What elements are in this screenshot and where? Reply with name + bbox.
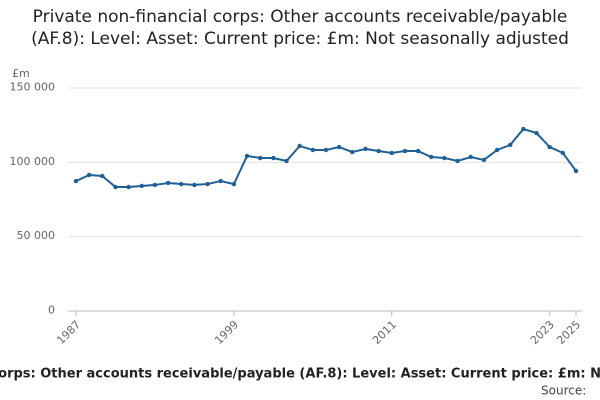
x-tick-label: 2011	[370, 318, 399, 347]
point	[363, 146, 368, 152]
point	[521, 126, 526, 132]
point	[152, 182, 158, 188]
point	[100, 173, 105, 179]
series-line	[75, 127, 577, 189]
x-tick-label: 1987	[54, 318, 83, 347]
point	[534, 130, 539, 136]
point	[350, 149, 355, 155]
point	[389, 150, 394, 156]
y-unit: £m	[12, 67, 30, 80]
point	[560, 150, 566, 156]
point	[494, 147, 500, 153]
point	[508, 142, 513, 148]
point	[73, 178, 79, 184]
point	[376, 148, 381, 154]
point	[573, 168, 579, 174]
point	[113, 184, 118, 190]
point	[481, 157, 487, 163]
point	[139, 183, 144, 189]
point	[179, 181, 184, 187]
x-tick-label: 2025	[554, 318, 583, 347]
point	[165, 180, 171, 186]
point	[402, 148, 408, 154]
point	[415, 148, 421, 154]
footer-title: Private non-financial corps: Other accou…	[0, 367, 600, 382]
point	[547, 144, 552, 150]
point	[244, 153, 250, 159]
point	[310, 147, 316, 153]
point	[231, 181, 237, 187]
source: Source:	[541, 384, 586, 398]
x-tick-label: 2023	[528, 318, 557, 347]
point	[455, 158, 460, 164]
y-tick-label: 0	[48, 304, 55, 317]
y-tick-label: 100 000	[10, 155, 56, 168]
point	[429, 154, 434, 160]
point	[442, 155, 447, 161]
point	[271, 155, 276, 161]
point	[205, 181, 210, 187]
x-tick-label: 1999	[212, 318, 241, 347]
y-tick-label: 50 000	[17, 229, 56, 242]
point	[192, 182, 197, 188]
point	[468, 154, 473, 160]
point	[284, 158, 289, 164]
point	[86, 172, 92, 178]
point	[258, 155, 263, 161]
point	[218, 178, 223, 184]
point	[297, 143, 302, 149]
chart-title: Private non-financial corps: Other accou…	[31, 7, 569, 49]
point	[323, 147, 329, 153]
point	[126, 184, 131, 190]
point	[336, 144, 342, 150]
y-tick-label: 150 000	[10, 81, 56, 94]
